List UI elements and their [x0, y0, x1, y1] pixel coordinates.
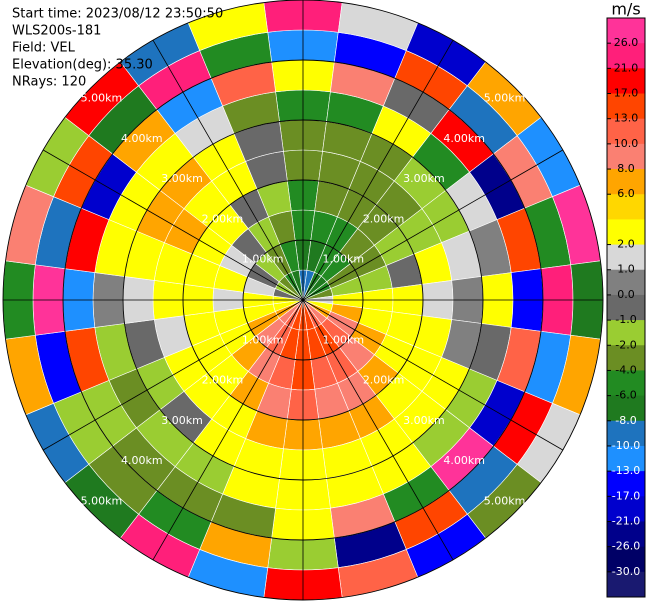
spoke: [302, 149, 564, 301]
range-label: 1.00km: [323, 253, 365, 266]
header-line: WLS200s-181: [12, 24, 101, 39]
colorbar-swatch: [607, 194, 645, 220]
range-label: 5.00km: [81, 91, 123, 104]
colorbar-frame: [606, 17, 646, 598]
range-ring: [122, 119, 484, 481]
range-label: 4.00km: [443, 454, 485, 467]
range-ring: [182, 179, 424, 421]
range-label: 2.00km: [202, 212, 244, 225]
colorbar-swatch: [607, 118, 645, 145]
colorbar-swatch: [607, 294, 645, 321]
range-ring: [62, 59, 544, 541]
colorbar-swatch: [607, 571, 645, 598]
range-label: 5.00km: [484, 495, 526, 508]
colorbar-tick-label: -10.0: [612, 439, 640, 452]
colorbar-tick-label: -2.0: [615, 338, 636, 351]
colorbar-swatch: [607, 219, 645, 246]
colorbar-tick-label: 1.0: [617, 263, 635, 276]
range-label: 3.00km: [403, 172, 445, 185]
spoke: [42, 299, 304, 451]
colorbar-swatch: [607, 68, 645, 95]
range-label: 3.00km: [161, 414, 203, 427]
colorbar-swatch: [607, 169, 645, 195]
colorbar-tick-label: 13.0: [614, 112, 639, 125]
colorbar-swatch: [607, 18, 645, 44]
colorbar-tick-label: -13.0: [612, 464, 640, 477]
spoke: [302, 299, 454, 561]
colorbar-swatch: [607, 521, 645, 548]
range-label: 2.00km: [202, 374, 244, 387]
overlay: 1.00km 1.00km 1.00km 1.00km 2.00km 2.00km 2.00…: [2, 0, 604, 601]
colorbar-swatch: [607, 496, 645, 522]
header-line: Field: VEL: [12, 41, 76, 56]
spoke: [302, 39, 454, 301]
range-label: 5.00km: [81, 495, 123, 508]
colorbar: m/s 26.0 21.0 17.0 13.0 10.0 8.0 6.0 2.0 1.0 0.0 -1…: [606, 0, 646, 598]
colorbar-tick-label: 6.0: [617, 187, 635, 200]
range-label: 4.00km: [121, 132, 163, 145]
spoke: [42, 149, 304, 301]
colorbar-swatch: [607, 345, 645, 371]
colorbar-tick-label: -21.0: [612, 514, 640, 527]
colorbar-tick-label: -6.0: [615, 389, 636, 402]
colorbar-tick-label: -8.0: [615, 414, 636, 427]
range-label: 2.00km: [363, 212, 405, 225]
range-label: 1.00km: [242, 253, 284, 266]
colorbar-tick-label: 10.0: [614, 137, 639, 150]
colorbar-tick-label: 0.0: [617, 288, 635, 301]
colorbar-swatch: [607, 370, 645, 397]
range-label: 1.00km: [323, 333, 365, 346]
range-label: 4.00km: [121, 454, 163, 467]
range-label: 3.00km: [161, 172, 203, 185]
colorbar-swatch: [607, 445, 645, 472]
colorbar-swatch: [607, 546, 645, 573]
spoke: [152, 39, 304, 301]
colorbar-tick-label: 26.0: [614, 36, 639, 49]
colorbar-swatch: [607, 143, 645, 170]
range-label: 3.00km: [403, 414, 445, 427]
colorbar-swatch: [607, 244, 645, 271]
range-label: 4.00km: [443, 132, 485, 145]
colorbar-swatch: [607, 395, 645, 422]
range-label: 5.00km: [484, 91, 526, 104]
spoke: [302, 299, 564, 451]
colorbar-tick-label: -30.0: [612, 565, 640, 578]
colorbar-tick-label: 17.0: [614, 87, 639, 100]
colorbar-tick-label: -26.0: [612, 540, 640, 553]
header-line: Start time: 2023/08/12 23:50:50: [12, 7, 223, 22]
spoke: [152, 299, 304, 561]
range-label: 2.00km: [363, 374, 405, 387]
colorbar-tick-label: -4.0: [615, 363, 636, 376]
colorbar-swatch: [607, 93, 645, 120]
colorbar-swatch: [607, 471, 645, 497]
colorbar-tick-label: -1.0: [615, 313, 636, 326]
colorbar-swatch: [607, 269, 645, 296]
colorbar-swatch: [607, 320, 645, 346]
header-line: Elevation(deg): 35.30: [12, 58, 153, 73]
colorbar-swatch: [607, 420, 645, 447]
colorbar-tick-label: 21.0: [614, 61, 639, 74]
range-ring: [242, 239, 364, 361]
colorbar-tick-label: 8.0: [617, 162, 635, 175]
colorbar-tick-label: 2.0: [617, 238, 635, 251]
range-ring: [2, 0, 604, 601]
header-line: NRays: 120: [12, 75, 86, 90]
colorbar-swatch: [607, 43, 645, 69]
colorbar-tick-label: -17.0: [612, 489, 640, 502]
range-label: 1.00km: [242, 333, 284, 346]
colorbar-title: m/s: [611, 0, 640, 19]
